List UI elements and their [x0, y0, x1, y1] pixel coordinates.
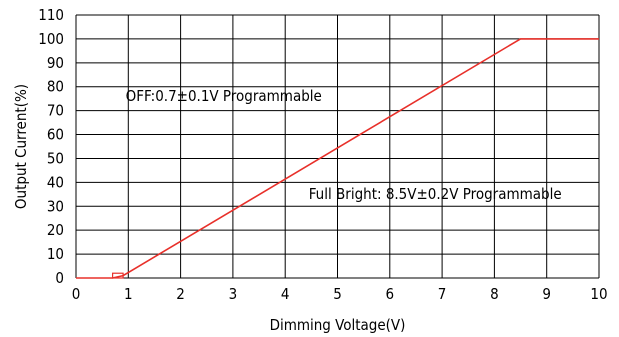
- x-tick-label-8: 8: [490, 285, 499, 303]
- x-tick-label-4: 4: [281, 285, 290, 303]
- annotation-1: Full Bright: 8.5V±0.2V Programmable: [309, 185, 562, 203]
- y-axis-ticks: 0 10 20 30 40 50 60 70 80 90 100 110: [38, 6, 64, 287]
- x-tick-label-10: 10: [590, 285, 607, 303]
- annotations: OFF:0.7±0.1V Programmable Full Bright: 8.…: [126, 87, 562, 203]
- x-axis-ticks: 0 1 2 3 4 5 6 7 8 9 10: [72, 285, 608, 303]
- x-axis-label: Dimming Voltage(V): [270, 316, 406, 334]
- grid-lines: [75, 14, 600, 279]
- y-tick-label-5: 50: [47, 149, 64, 167]
- x-tick-label-1: 1: [124, 285, 133, 303]
- y-tick-label-11: 110: [38, 6, 64, 24]
- y-tick-label-3: 30: [47, 197, 64, 215]
- annotation-0: OFF:0.7±0.1V Programmable: [126, 87, 322, 105]
- x-tick-label-5: 5: [333, 285, 342, 303]
- x-tick-label-6: 6: [386, 285, 395, 303]
- y-tick-label-8: 80: [47, 78, 64, 96]
- y-tick-label-6: 60: [47, 126, 64, 144]
- x-tick-label-3: 3: [229, 285, 238, 303]
- x-tick-label-9: 9: [542, 285, 551, 303]
- y-tick-label-2: 20: [47, 221, 64, 239]
- y-tick-label-0: 0: [55, 269, 64, 287]
- y-tick-label-4: 40: [47, 173, 64, 191]
- x-tick-label-2: 2: [176, 285, 185, 303]
- x-tick-label-7: 7: [438, 285, 447, 303]
- y-tick-label-10: 100: [38, 30, 64, 48]
- off-threshold-marker: [112, 272, 124, 279]
- series-layer: [76, 38, 599, 279]
- x-tick-label-0: 0: [72, 285, 81, 303]
- y-tick-label-9: 90: [47, 54, 64, 72]
- y-tick-label-7: 70: [47, 102, 64, 120]
- y-axis-label: Output Current(%): [12, 84, 30, 209]
- y-tick-label-1: 10: [47, 245, 64, 263]
